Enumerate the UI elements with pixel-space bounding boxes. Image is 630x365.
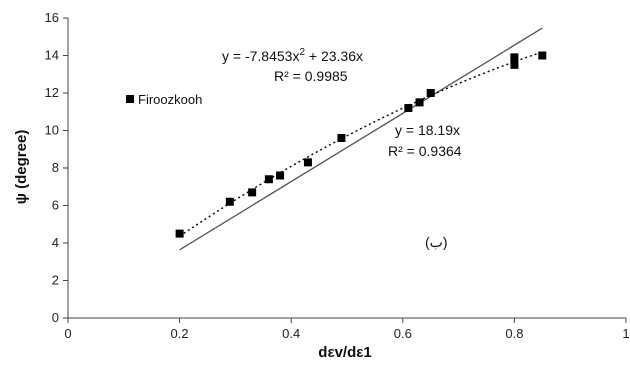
data-point	[426, 89, 435, 97]
legend: Firoozkooh	[126, 92, 202, 107]
x-tick-label: 0.2	[171, 326, 189, 341]
poly-equation: y = -7.8453x2 + 23.36x R² = 0.9985	[222, 47, 363, 84]
data-point	[264, 175, 273, 184]
data-point	[415, 98, 424, 107]
panel-label: (ب)	[425, 234, 448, 250]
poly-r2: R² = 0.9985	[274, 68, 348, 84]
y-tick-label: 4	[52, 235, 59, 250]
data-point	[404, 104, 413, 112]
data-point	[510, 53, 519, 62]
data-point	[276, 171, 285, 180]
x-tick-label: 0	[64, 326, 71, 341]
y-axis-title: ψ (degree)	[13, 130, 30, 205]
y-tick-label: 6	[52, 198, 59, 213]
x-tick-label: 0.8	[505, 326, 523, 341]
data-point	[225, 197, 234, 206]
linear-equation: y = 18.19x R² = 0.9364	[388, 122, 462, 159]
linear-fit-line	[179, 27, 543, 251]
x-tick-label: 0.4	[282, 326, 300, 341]
data-point	[175, 229, 184, 238]
data-point	[538, 51, 547, 60]
y-tick-label: 14	[45, 48, 59, 63]
lin-eq: y = 18.19x	[395, 122, 460, 138]
fit-lines	[179, 27, 543, 251]
x-tick-label: 0.6	[394, 326, 412, 341]
x-axis-title: dεv/dε1	[318, 344, 371, 361]
data-point	[510, 60, 519, 69]
polynomial-fit-line	[179, 51, 543, 237]
data-point	[248, 188, 257, 197]
x-tick-label: 1	[622, 326, 629, 341]
y-tick-label: 10	[45, 123, 59, 138]
y-tick-label: 16	[45, 10, 59, 25]
y-tick-label: 12	[45, 85, 59, 100]
lin-r2: R² = 0.9364	[388, 143, 462, 159]
data-point	[337, 134, 346, 142]
legend-label: Firoozkooh	[138, 92, 202, 107]
data-point	[303, 158, 312, 167]
data-points	[175, 51, 547, 238]
poly-eq-rest: + 23.36x	[305, 48, 363, 64]
legend-marker	[126, 95, 134, 103]
y-tick-label: 0	[52, 310, 59, 325]
axes: 0 2 4 6 8 10 12 14 16 0 0.2 0.4 0.6 0.8 1	[45, 10, 630, 341]
poly-eq-superscript: 2	[299, 47, 305, 58]
y-tick-label: 8	[52, 160, 59, 175]
poly-eq-main: y = -7.8453x2 + 23.36x	[222, 47, 363, 64]
y-tick-label: 2	[52, 273, 59, 288]
